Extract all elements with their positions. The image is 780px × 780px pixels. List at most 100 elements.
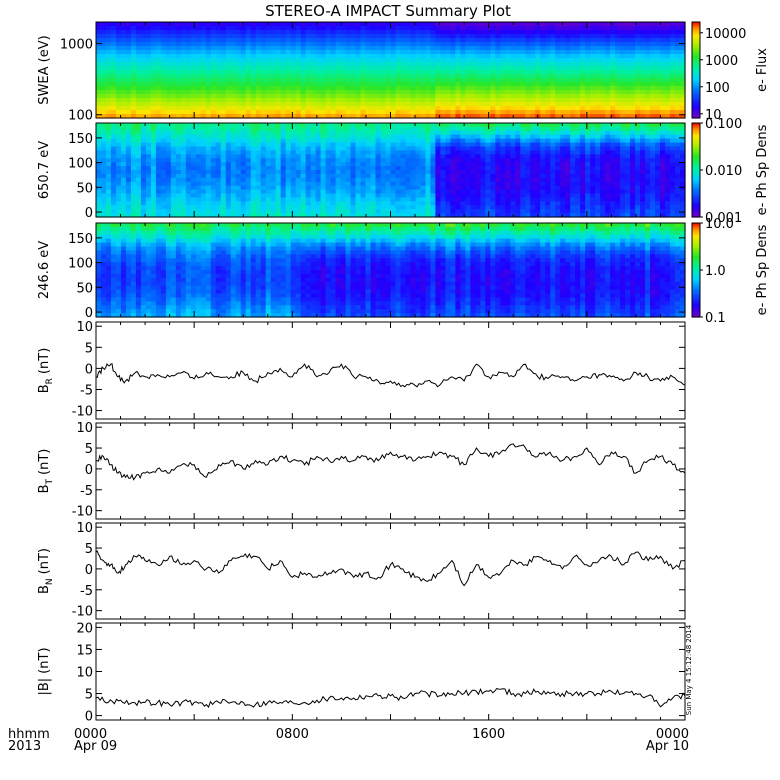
heatmap-cell [470, 102, 476, 107]
heatmap-cell [175, 54, 182, 59]
heatmap-cell [170, 213, 177, 218]
heatmap-cell [670, 110, 676, 115]
heatmap-cell [505, 98, 511, 103]
heatmap-cell [240, 106, 247, 111]
heatmap-cell [140, 173, 147, 179]
heatmap-cell [435, 130, 442, 136]
heatmap-cell [640, 114, 646, 119]
heatmap-cell [255, 162, 262, 167]
heatmap-cell [270, 146, 277, 152]
heatmap-cell [485, 90, 491, 95]
heatmap-cell [425, 142, 432, 148]
heatmap-cell [410, 82, 417, 87]
heatmap-cell [680, 54, 686, 59]
heatmap-cell [315, 114, 322, 119]
heatmap-cell [525, 146, 531, 152]
heatmap-cell [580, 74, 586, 79]
heatmap-cell [255, 123, 262, 128]
heatmap-cell [175, 213, 182, 218]
heatmap-cell [435, 138, 442, 144]
heatmap-cell [385, 123, 392, 128]
heatmap-cell [520, 114, 526, 119]
heatmap-cell [450, 66, 456, 71]
heatmap-cell [425, 42, 432, 47]
heatmap-cell [190, 34, 197, 39]
heatmap-cell [345, 66, 352, 71]
heatmap-cell [155, 162, 162, 167]
heatmap-cell [610, 74, 616, 79]
heatmap-cell [265, 142, 272, 148]
heatmap-cell [210, 142, 217, 148]
heatmap-cell [270, 193, 277, 199]
heatmap-cell [380, 123, 387, 128]
heatmap-cell [650, 90, 656, 95]
heatmap-cell [540, 74, 546, 79]
heatmap-cell [215, 138, 222, 144]
heatmap-cell [135, 209, 142, 214]
heatmap-cell [165, 90, 172, 95]
heatmap-cell [400, 38, 407, 43]
heatmap-cell [395, 166, 402, 171]
heatmap-cell [220, 46, 227, 51]
heatmap-cell [450, 78, 456, 83]
heatmap-cell [475, 98, 481, 103]
heatmap-cell [265, 82, 272, 87]
heatmap-cell [340, 138, 347, 144]
heatmap-cell [200, 146, 207, 152]
heatmap-cell [605, 66, 611, 71]
heatmap-cell [420, 30, 427, 35]
heatmap-cell [175, 106, 182, 111]
heatmap-cell [420, 86, 427, 91]
heatmap-cell [160, 205, 167, 210]
heatmap-cell [425, 126, 432, 132]
heatmap-cell [490, 58, 496, 63]
heatmap-cell [435, 177, 442, 183]
heatmap-cell [485, 146, 491, 152]
heatmap-cell [320, 142, 327, 148]
heatmap-cell [205, 138, 212, 144]
heatmap-cell [260, 90, 267, 95]
heatmap-cell [290, 34, 297, 39]
heatmap-cell [445, 74, 451, 79]
heatmap-cell [190, 189, 197, 195]
heatmap-cell [185, 54, 192, 59]
heatmap-cell [325, 38, 332, 43]
heatmap-cell [615, 54, 621, 59]
heatmap-cell [580, 22, 586, 27]
heatmap-cell [645, 66, 651, 71]
heatmap-cell [670, 30, 676, 35]
heatmap-cell [390, 90, 397, 95]
heatmap-cell [405, 70, 412, 75]
heatmap-cell [220, 162, 227, 167]
heatmap-cell [300, 106, 307, 111]
heatmap-cell [330, 22, 337, 27]
heatmap-cell [340, 26, 347, 31]
heatmap-cell [310, 58, 317, 63]
heatmap-cell [645, 22, 651, 27]
heatmap-cell [420, 26, 427, 31]
heatmap-cell [630, 42, 636, 47]
heatmap-cell [290, 166, 297, 171]
heatmap-cell [365, 86, 372, 91]
heatmap-cell [595, 98, 601, 103]
heatmap-cell [425, 201, 432, 206]
heatmap-cell [190, 58, 197, 63]
heatmap-cell [130, 94, 137, 99]
heatmap-cell [520, 213, 526, 218]
heatmap-cell [195, 66, 202, 71]
heatmap-cell [445, 38, 451, 43]
heatmap-cell [625, 98, 631, 103]
heatmap-cell [520, 42, 526, 47]
heatmap-cell [155, 170, 162, 175]
heatmap-cell [365, 173, 372, 179]
heatmap-cell [295, 90, 302, 95]
heatmap-cell [535, 46, 541, 51]
heatmap-cell [360, 205, 367, 210]
heatmap-cell [375, 189, 382, 195]
heatmap-cell [575, 38, 581, 43]
heatmap-cell [295, 146, 302, 152]
heatmap-cell [315, 82, 322, 87]
heatmap-cell [545, 102, 551, 107]
heatmap-cell [225, 22, 232, 27]
heatmap-cell [360, 154, 367, 159]
